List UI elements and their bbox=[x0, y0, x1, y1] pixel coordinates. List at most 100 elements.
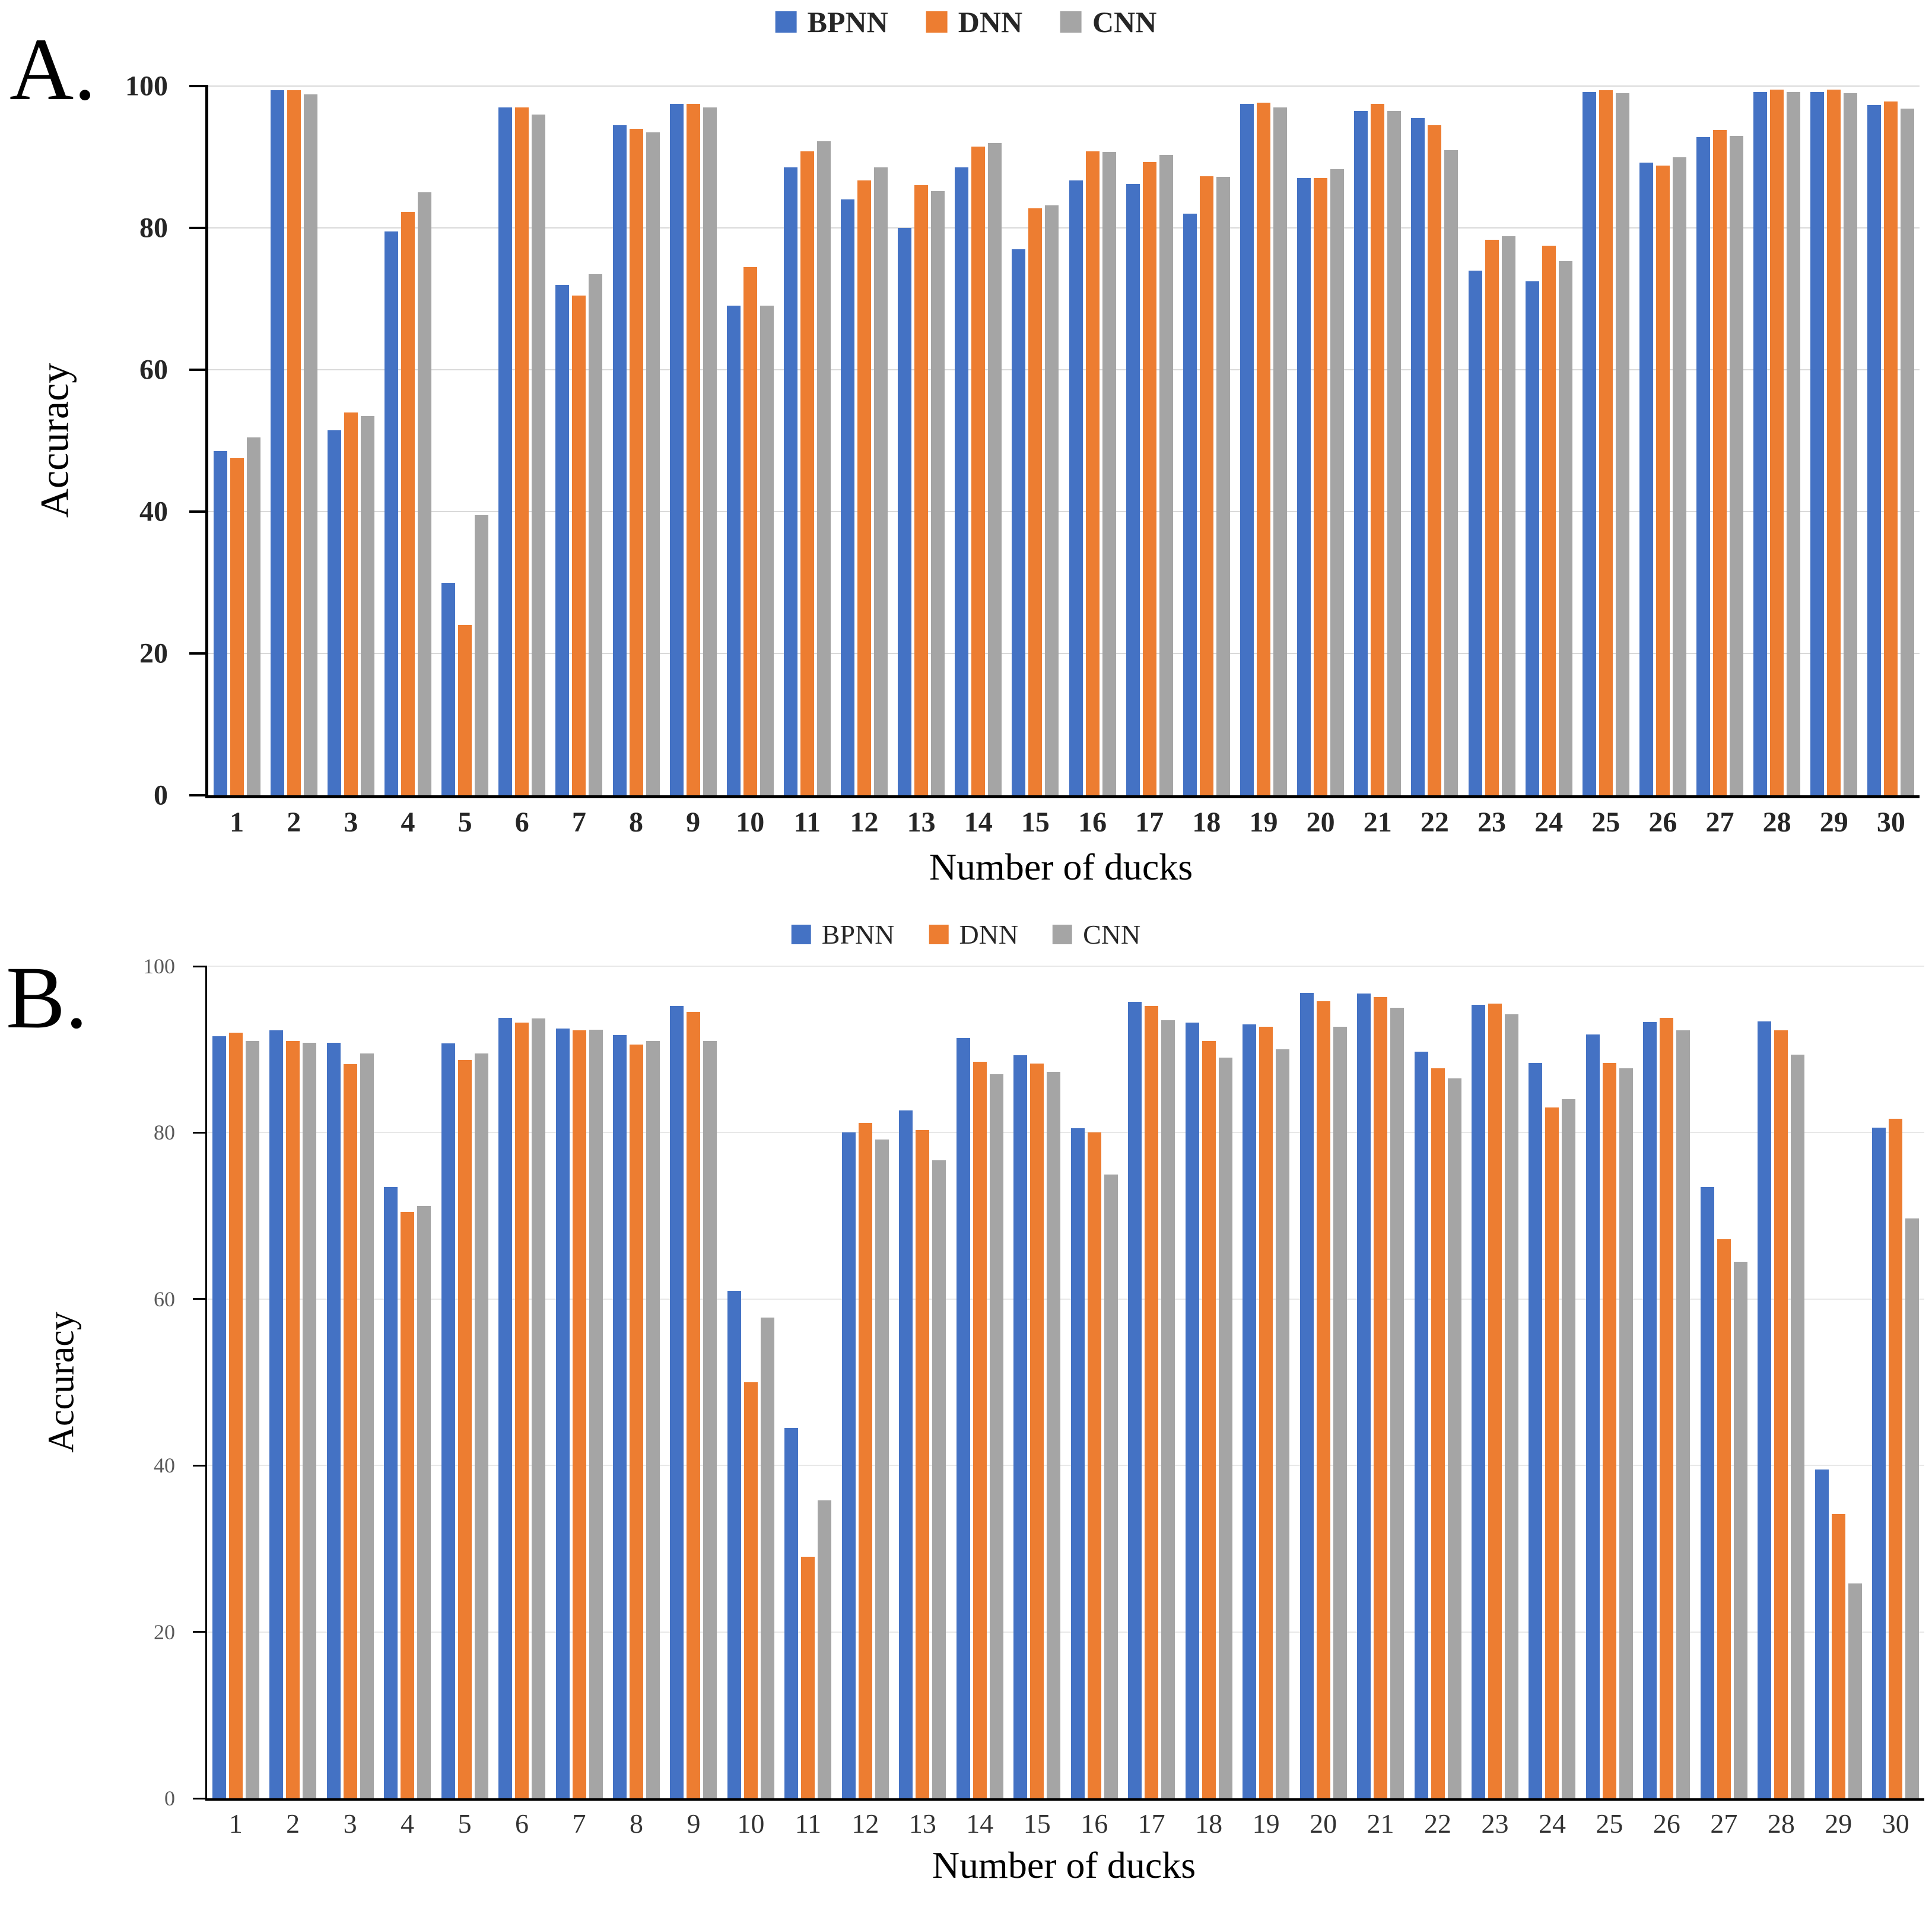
x-axis-tick-label-29: 29 bbox=[1825, 1808, 1852, 1839]
x-axis-tick-label-7: 7 bbox=[571, 807, 586, 838]
y-axis-tick-mark-40 bbox=[189, 510, 208, 513]
bar-cnn-x14 bbox=[988, 142, 1002, 795]
x-axis-tick-label-12: 12 bbox=[850, 807, 879, 838]
y-axis-tick-mark-0 bbox=[193, 1797, 207, 1799]
bar-cnn-x20 bbox=[1333, 1027, 1347, 1798]
bar-dnn-x21 bbox=[1371, 103, 1385, 795]
bar-dnn-x29 bbox=[1827, 89, 1841, 795]
bar-dnn-x19 bbox=[1259, 1027, 1273, 1798]
bar-bpnn-x5 bbox=[441, 1043, 455, 1798]
bar-cnn-x27 bbox=[1733, 1261, 1747, 1798]
y-axis-tick-mark-60 bbox=[189, 369, 208, 371]
panel-b-label: B. bbox=[6, 948, 88, 1047]
x-axis-tick-label-5: 5 bbox=[457, 1808, 472, 1839]
bar-cnn-x14 bbox=[989, 1074, 1003, 1798]
bar-dnn-x7 bbox=[572, 295, 586, 795]
bar-cnn-x21 bbox=[1387, 110, 1402, 795]
bar-bpnn-x30 bbox=[1867, 105, 1882, 795]
bar-dnn-x1 bbox=[228, 1033, 243, 1798]
bar-bpnn-x25 bbox=[1582, 91, 1596, 795]
x-axis-tick-label-8: 8 bbox=[628, 807, 643, 838]
bar-bpnn-x11 bbox=[783, 167, 797, 795]
bar-dnn-x24 bbox=[1545, 1107, 1559, 1798]
bar-dnn-x27 bbox=[1713, 130, 1727, 795]
bar-cnn-x24 bbox=[1562, 1099, 1576, 1798]
bar-bpnn-x24 bbox=[1525, 281, 1539, 795]
bar-cnn-x17 bbox=[1161, 1020, 1175, 1798]
x-axis-tick-label-10: 10 bbox=[737, 1808, 765, 1839]
bar-bpnn-x21 bbox=[1357, 994, 1371, 1798]
bar-dnn-x15 bbox=[1028, 208, 1043, 795]
x-axis-tick-label-4: 4 bbox=[401, 807, 415, 838]
x-axis-tick-label-17: 17 bbox=[1137, 1808, 1165, 1839]
bar-bpnn-x15 bbox=[1013, 1055, 1028, 1798]
x-axis-tick-label-9: 9 bbox=[686, 807, 701, 838]
y-axis-tick-label-60: 60 bbox=[154, 1287, 175, 1311]
x-axis-tick-label-22: 22 bbox=[1420, 807, 1449, 838]
bar-bpnn-x16 bbox=[1069, 180, 1083, 795]
x-axis-tick-label-21: 21 bbox=[1367, 1808, 1394, 1839]
bar-cnn-x30 bbox=[1901, 109, 1915, 795]
bar-cnn-x7 bbox=[589, 274, 603, 795]
bar-bpnn-x1 bbox=[213, 451, 227, 795]
legend-label-bpnn: BPNN bbox=[821, 919, 895, 950]
bar-cnn-x25 bbox=[1615, 93, 1629, 795]
y-axis-tick-mark-100 bbox=[189, 85, 208, 87]
y-axis-tick-mark-80 bbox=[189, 227, 208, 229]
x-axis-tick-label-28: 28 bbox=[1767, 1808, 1795, 1839]
bar-dnn-x11 bbox=[801, 1557, 815, 1798]
bar-dnn-x28 bbox=[1774, 1030, 1788, 1798]
gridline-y-20 bbox=[207, 1631, 1924, 1633]
gridline-y-80 bbox=[208, 227, 1920, 228]
bar-dnn-x3 bbox=[344, 412, 358, 795]
bar-cnn-x4 bbox=[417, 1205, 431, 1798]
bar-cnn-x12 bbox=[874, 167, 888, 795]
x-axis-tick-label-16: 16 bbox=[1078, 807, 1107, 838]
x-axis-tick-label-4: 4 bbox=[401, 1808, 415, 1839]
bar-dnn-x9 bbox=[687, 1012, 701, 1798]
x-axis-tick-label-13: 13 bbox=[907, 807, 936, 838]
bar-cnn-x10 bbox=[760, 306, 774, 795]
bar-bpnn-x12 bbox=[841, 199, 855, 795]
bar-dnn-x8 bbox=[629, 128, 643, 795]
bar-bpnn-x15 bbox=[1012, 249, 1026, 795]
bar-bpnn-x11 bbox=[784, 1428, 799, 1798]
bar-bpnn-x20 bbox=[1297, 178, 1311, 795]
x-axis-tick-label-20: 20 bbox=[1306, 807, 1335, 838]
y-axis-tick-mark-20 bbox=[193, 1631, 207, 1633]
bar-bpnn-x27 bbox=[1696, 137, 1711, 795]
bar-cnn-x5 bbox=[474, 1053, 488, 1798]
x-axis-tick-label-30: 30 bbox=[1876, 807, 1905, 838]
legend-item-bpnn: BPNN bbox=[775, 5, 888, 39]
x-axis-tick-label-24: 24 bbox=[1534, 807, 1564, 838]
bar-bpnn-x28 bbox=[1758, 1021, 1772, 1798]
legend-label-bpnn: BPNN bbox=[807, 5, 888, 39]
x-axis-tick-label-5: 5 bbox=[457, 807, 472, 838]
x-axis-tick-label-23: 23 bbox=[1477, 807, 1506, 838]
bar-dnn-x15 bbox=[1030, 1064, 1044, 1798]
bar-cnn-x6 bbox=[532, 114, 546, 795]
bar-cnn-x15 bbox=[1045, 205, 1059, 795]
bar-cnn-x4 bbox=[417, 192, 431, 795]
bar-dnn-x21 bbox=[1374, 996, 1388, 1798]
bar-dnn-x4 bbox=[401, 211, 415, 795]
bar-cnn-x15 bbox=[1047, 1072, 1061, 1798]
chart-b-plot-area: 0 20 40 60 80 100 1 2 3 4 5 6 7 8 9 10 11 12 13 14 15 16 17 18 1… bbox=[143, 954, 1924, 1839]
bar-cnn-x13 bbox=[932, 1160, 946, 1798]
chart-a-plot-area: 0 20 40 60 80 100 1 2 3 4 5 6 7 8 9 10 11 12 13 14 15 16 17 18 1… bbox=[125, 71, 1920, 838]
bar-dnn-x8 bbox=[630, 1044, 643, 1798]
x-axis-tick-label-30: 30 bbox=[1882, 1808, 1909, 1839]
x-axis-tick-label-11: 11 bbox=[795, 1808, 822, 1839]
bar-dnn-x25 bbox=[1602, 1062, 1616, 1798]
bar-cnn-x5 bbox=[475, 515, 489, 795]
legend-item-cnn: CNN bbox=[1053, 919, 1140, 950]
y-axis-tick-mark-60 bbox=[193, 1298, 207, 1300]
bar-cnn-x18 bbox=[1218, 1058, 1232, 1798]
bar-dnn-x12 bbox=[857, 180, 872, 795]
bar-bpnn-x20 bbox=[1299, 992, 1314, 1798]
bar-cnn-x1 bbox=[246, 437, 260, 795]
bar-cnn-x8 bbox=[646, 1041, 660, 1798]
bar-dnn-x12 bbox=[858, 1122, 872, 1798]
bar-bpnn-x7 bbox=[555, 1029, 570, 1798]
